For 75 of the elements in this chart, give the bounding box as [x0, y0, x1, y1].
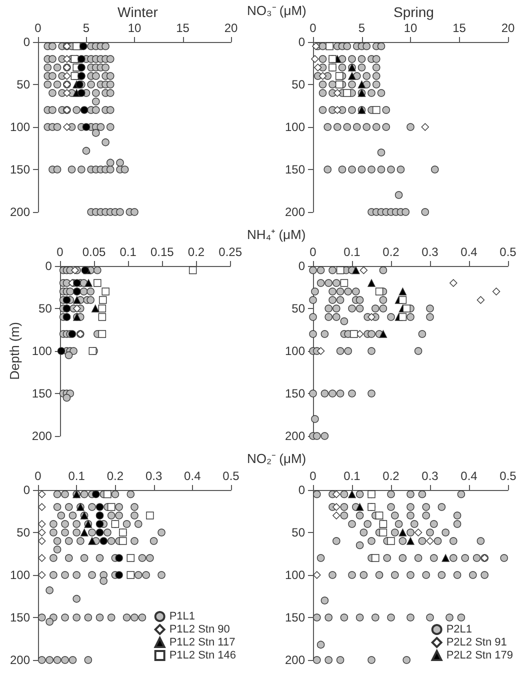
y-tick-label: 100 [32, 344, 52, 358]
y-tick-label: 100 [284, 568, 306, 582]
x-axis-title: NH₄⁺ (μM) [247, 227, 306, 242]
x-tick-label: 5 [358, 21, 366, 35]
legend-label: P2L2 Stn 91 [446, 636, 507, 648]
y-tick-label: 0 [23, 483, 30, 497]
x-tick-label: 0.2 [382, 469, 400, 483]
x-tick-label: 0.2 [106, 469, 124, 483]
y-tick-label: 50 [16, 78, 30, 92]
legend-label: P1L2 Stn 146 [169, 650, 236, 662]
x-tick-label: 5 [82, 21, 90, 35]
x-tick-label: 0.4 [460, 469, 478, 483]
x-tick-label: 0.1 [120, 245, 137, 259]
x-tick-label: 10 [128, 21, 142, 35]
y-tick-label: 200 [284, 653, 306, 667]
y-axis-title: Depth (m) [7, 322, 22, 380]
x-tick-label: 0.3 [145, 469, 162, 483]
x-tick-label: 0.2 [188, 245, 205, 259]
y-tick-label: 200 [32, 429, 52, 443]
chart-title: Winter [118, 4, 158, 20]
y-tick-label: 200 [10, 205, 30, 219]
x-tick-label: 0 [56, 245, 64, 259]
y-tick-label: 200 [284, 205, 306, 219]
y-tick-label: 0 [298, 35, 306, 49]
x-tick-label: 0 [310, 469, 317, 483]
legend-label: P2L1 [446, 624, 472, 636]
x-tick-label: 20 [501, 21, 515, 35]
y-tick-label: 150 [284, 610, 306, 624]
x-tick-label: 10 [404, 21, 418, 35]
y-tick-label: 100 [284, 120, 306, 134]
x-tick-label: 0.4 [184, 469, 202, 483]
y-tick-label: 0 [298, 483, 306, 497]
y-tick-label: 0 [23, 35, 30, 49]
x-tick-label: 15 [452, 21, 466, 35]
y-tick-label: 100 [10, 120, 30, 134]
y-tick-label: 200 [10, 653, 30, 667]
y-tick-label: 0 [45, 259, 52, 273]
y-tick-label: 150 [284, 386, 306, 400]
y-tick-label: 50 [292, 526, 306, 540]
x-tick-label: 0.5 [222, 469, 240, 483]
y-tick-label: 50 [16, 526, 30, 540]
legend-label: P1L1 [169, 610, 196, 622]
y-tick-label: 150 [32, 386, 52, 400]
x-tick-label: 0.1 [68, 469, 86, 483]
x-tick-label: 0.25 [218, 245, 242, 259]
x-tick-label: 20 [224, 21, 238, 35]
x-tick-label: 0.05 [82, 245, 106, 259]
x-tick-label: 0.1 [344, 469, 361, 483]
y-tick-label: 100 [10, 568, 30, 582]
legend-label: P1L2 Stn 117 [169, 636, 236, 648]
legend-label: P1L2 Stn 90 [169, 624, 230, 636]
y-tick-label: 100 [284, 344, 306, 358]
x-tick-label: 0.4 [460, 245, 478, 259]
x-tick-label: 0 [310, 21, 317, 35]
y-tick-label: 50 [38, 302, 52, 316]
x-tick-label: 0 [310, 245, 317, 259]
y-tick-label: 150 [284, 162, 306, 176]
x-tick-label: 0.15 [150, 245, 174, 259]
y-tick-label: 200 [284, 429, 306, 443]
x-tick-label: 0.5 [500, 469, 517, 483]
x-axis-title: NO₂⁻ (μM) [247, 451, 306, 466]
y-tick-label: 50 [292, 302, 306, 316]
x-tick-label: 0.3 [422, 469, 439, 483]
x-tick-label: 0.1 [344, 245, 361, 259]
x-axis-title: NO₃⁻ (μM) [247, 3, 306, 18]
y-tick-label: 50 [292, 78, 306, 92]
chart-title: Spring [394, 4, 434, 20]
x-tick-label: 0.5 [500, 245, 517, 259]
x-tick-label: 0.3 [422, 245, 439, 259]
y-tick-label: 150 [10, 610, 30, 624]
y-tick-label: 150 [10, 162, 30, 176]
x-tick-label: 15 [176, 21, 190, 35]
y-tick-label: 0 [298, 259, 306, 273]
legend-label: P2L2 Stn 179 [446, 650, 514, 662]
x-tick-label: 0.2 [382, 245, 400, 259]
